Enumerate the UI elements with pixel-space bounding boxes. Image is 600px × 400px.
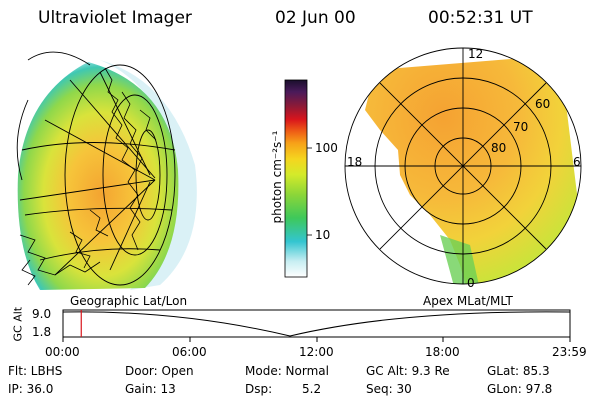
mlat-label-60: 60 — [535, 97, 551, 111]
geographic-globe-image — [16, 51, 197, 290]
geographic-map-label: Geographic Lat/Lon — [70, 294, 188, 308]
colorbar-unit-label: photon cm⁻²s⁻¹ — [270, 130, 284, 224]
mlat-label-80: 80 — [491, 141, 507, 155]
mlt-label-18: 18 — [347, 155, 363, 169]
time-label: 00:52:31 UT — [428, 8, 533, 28]
mlt-label-12: 12 — [468, 47, 484, 61]
gc-alt-info: GC Alt: 9.3 Re — [366, 364, 450, 378]
polar-mlt-plot — [344, 47, 582, 285]
apex-map-label: Apex MLat/MLT — [423, 294, 513, 308]
timeline-xtick-2359: 23:59 — [552, 345, 587, 359]
seq-info: Seq: 30 — [366, 382, 412, 396]
colorbar-tick-10: 10 — [315, 228, 331, 242]
altitude-timeline — [62, 309, 571, 342]
date-label: 02 Jun 00 — [275, 8, 356, 28]
mode-info: Mode: Normal — [245, 364, 329, 378]
mlt-label-6: 6 — [573, 155, 581, 169]
color-scale-bar — [284, 79, 312, 278]
ip-info: IP: 36.0 — [8, 382, 54, 396]
glat-info: GLat: 85.3 — [487, 364, 550, 378]
timeline-xtick-1200: 12:00 — [299, 345, 334, 359]
mlt-label-0: 0 — [467, 276, 475, 290]
timeline-xtick-0600: 06:00 — [172, 345, 207, 359]
filter-info: Flt: LBHS — [8, 364, 63, 378]
door-info: Door: Open — [125, 364, 194, 378]
mlat-label-70: 70 — [513, 120, 529, 134]
timeline-xtick-0000: 00:00 — [45, 345, 80, 359]
colorbar-tick-100: 100 — [315, 141, 338, 155]
timeline-ytick-bottom: 1.8 — [32, 325, 52, 339]
dsp-value: 5.2 — [302, 382, 322, 396]
glon-info: GLon: 97.8 — [487, 382, 553, 396]
dsp-label: Dsp: — [245, 382, 273, 396]
timeline-xtick-1800: 18:00 — [425, 345, 460, 359]
instrument-title: Ultraviolet Imager — [38, 8, 192, 28]
timeline-axis-label: GC Alt — [11, 306, 25, 342]
timeline-ytick-top: 9.0 — [32, 307, 52, 321]
gain-info: Gain: 13 — [125, 382, 176, 396]
